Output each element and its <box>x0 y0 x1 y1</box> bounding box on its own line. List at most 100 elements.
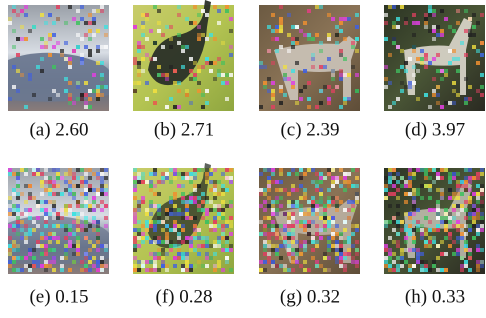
noise-pixel <box>72 101 76 105</box>
noise-pixel <box>209 200 213 204</box>
noise-pixel <box>464 224 468 228</box>
noise-pixel <box>229 200 233 204</box>
noise-pixel <box>468 17 472 21</box>
noise-pixel <box>28 248 32 252</box>
noise-pixel <box>432 25 436 29</box>
noise-pixel <box>303 192 307 196</box>
noise-pixel <box>279 5 283 9</box>
noise-pixel <box>68 97 72 101</box>
noise-pixel <box>181 216 185 220</box>
noise-pixel <box>464 240 468 244</box>
noise-pixel <box>267 25 271 29</box>
noise-pixel <box>213 5 217 9</box>
noise-pixel <box>20 9 24 13</box>
noise-pixel <box>92 9 96 13</box>
noise-pixel <box>72 176 76 180</box>
noise-pixel <box>177 105 181 109</box>
noise-pixel <box>327 188 331 192</box>
noise-pixel <box>472 220 476 224</box>
noise-pixel <box>133 25 137 29</box>
noise-pixel <box>100 176 104 180</box>
noise-pixel <box>275 37 279 41</box>
noise-pixel <box>271 244 275 248</box>
noise-pixel <box>291 168 295 172</box>
noise-pixel <box>68 204 72 208</box>
noise-pixel <box>177 41 181 45</box>
noise-pixel <box>404 17 408 21</box>
noise-pixel <box>229 45 233 49</box>
noise-pixel <box>56 240 60 244</box>
noise-pixel <box>416 220 420 224</box>
noise-pixel <box>161 264 165 268</box>
noise-pixel <box>209 180 213 184</box>
noise-pixel <box>275 212 279 216</box>
noise-pixel <box>201 33 205 37</box>
noise-pixel <box>476 196 480 200</box>
noise-pixel <box>80 37 84 41</box>
noise-pixel <box>76 184 80 188</box>
noise-pixel <box>225 97 229 101</box>
noise-pixel <box>96 236 100 240</box>
noise-pixel <box>209 256 213 260</box>
noise-pixel <box>96 228 100 232</box>
noise-pixel <box>161 248 165 252</box>
noise-pixel <box>149 220 153 224</box>
noise-pixel <box>104 85 108 89</box>
noise-pixel <box>217 208 221 212</box>
noise-pixel <box>335 180 339 184</box>
noise-pixel <box>177 81 181 85</box>
noise-pixel <box>267 232 271 236</box>
noise-pixel <box>440 77 444 81</box>
noise-pixel <box>315 204 319 208</box>
noise-pixel <box>92 216 96 220</box>
noise-pixel <box>64 236 68 240</box>
noise-pixel <box>133 220 137 224</box>
noise-pixel <box>335 244 339 248</box>
noise-pixel <box>400 260 404 264</box>
noise-pixel <box>384 176 388 180</box>
noise-pixel <box>84 21 88 25</box>
noise-pixel <box>384 260 388 264</box>
noise-pixel <box>263 85 267 89</box>
noise-pixel <box>96 248 100 252</box>
noise-pixel <box>319 172 323 176</box>
noise-pixel <box>323 176 327 180</box>
noise-pixel <box>440 188 444 192</box>
noise-pixel <box>104 33 108 37</box>
noise-pixel <box>157 65 161 69</box>
noise-pixel <box>217 216 221 220</box>
noise-pixel <box>197 204 201 208</box>
noise-pixel <box>339 168 343 172</box>
noise-pixel <box>96 204 100 208</box>
noise-pixel <box>267 240 271 244</box>
noise-pixel <box>76 33 80 37</box>
noise-pixel <box>263 244 267 248</box>
noise-pixel <box>339 105 343 109</box>
noise-pixel <box>80 168 84 172</box>
noise-pixel <box>392 192 396 196</box>
noise-pixel <box>189 236 193 240</box>
noise-pixel <box>396 232 400 236</box>
noise-pixel <box>104 172 108 176</box>
noise-pixel <box>133 180 137 184</box>
noise-pixel <box>189 21 193 25</box>
noise-pixel <box>229 232 233 236</box>
caption: (c) 2.39 <box>280 119 339 140</box>
noise-pixel <box>193 248 197 252</box>
noise-pixel <box>444 212 448 216</box>
noise-pixel <box>343 101 347 105</box>
noise-pixel <box>464 216 468 220</box>
noise-pixel <box>137 65 141 69</box>
noise-pixel <box>311 65 315 69</box>
noise-pixel <box>80 204 84 208</box>
noise-pixel <box>299 168 303 172</box>
noise-pixel <box>48 260 52 264</box>
noise-pixel <box>149 204 153 208</box>
noise-pixel <box>72 196 76 200</box>
noise-pixel <box>440 220 444 224</box>
noise-pixel <box>275 25 279 29</box>
noise-pixel <box>396 224 400 228</box>
noise-pixel <box>40 172 44 176</box>
noise-pixel <box>76 204 80 208</box>
noise-pixel <box>400 49 404 53</box>
